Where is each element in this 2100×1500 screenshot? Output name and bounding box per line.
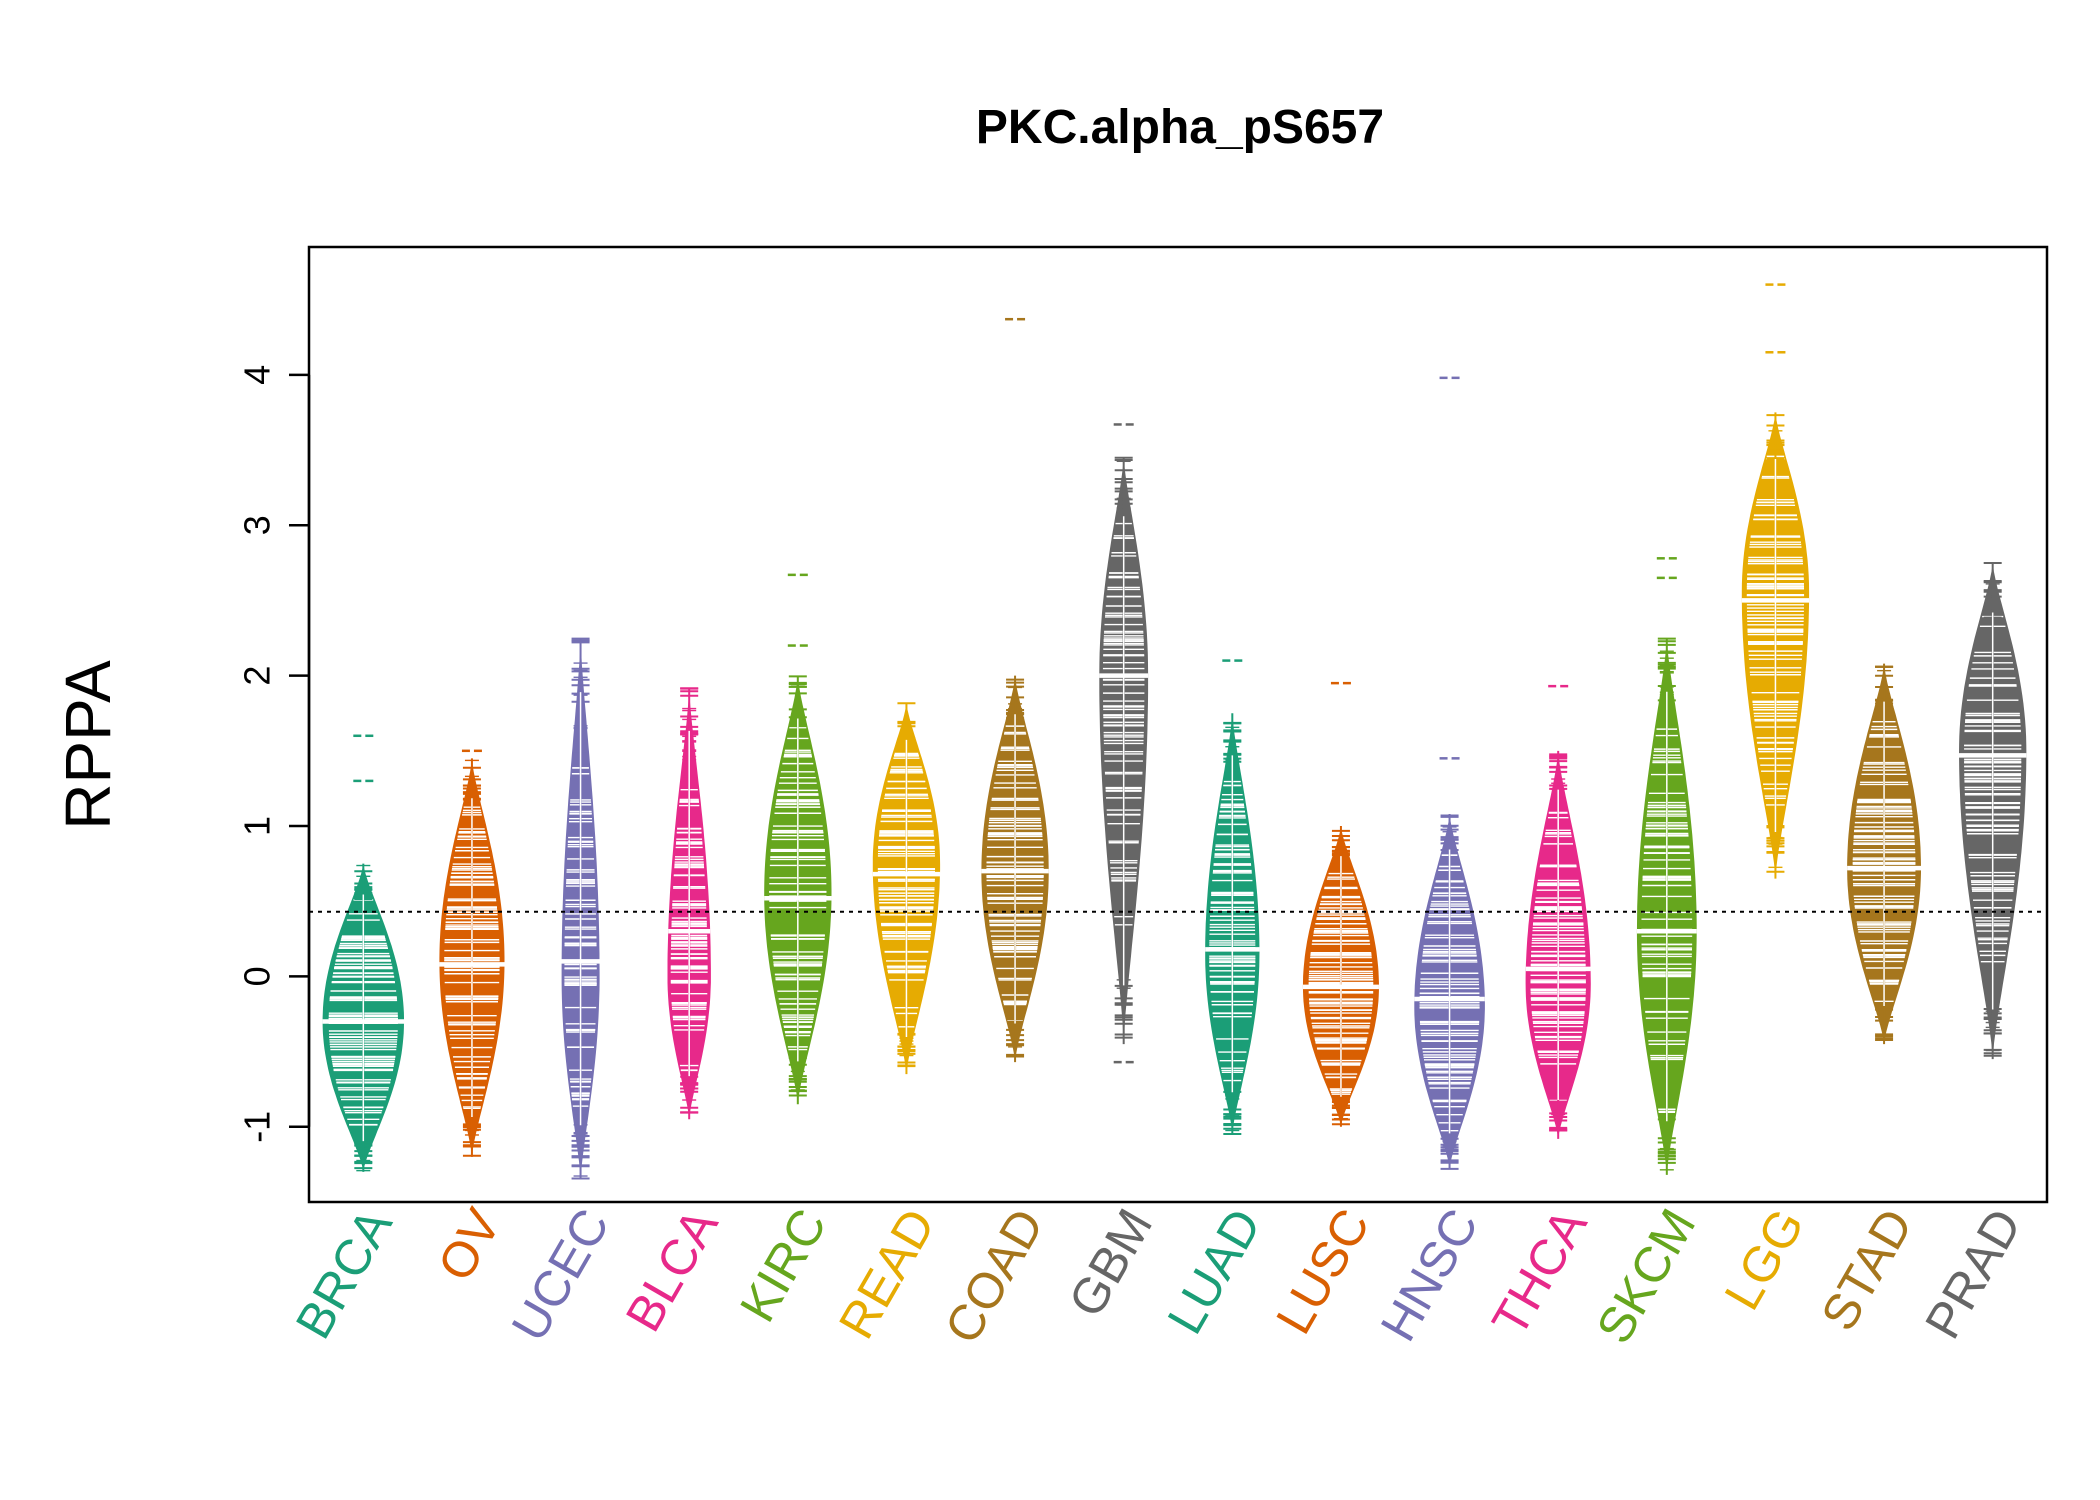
bean-coad — [981, 317, 1049, 1063]
bean-thca — [1525, 684, 1591, 1139]
x-tick-label-brca: BRCA — [285, 1199, 403, 1348]
bean-gbm — [1099, 423, 1149, 1064]
y-axis-label: RPPA — [52, 660, 124, 830]
bean-hnsc — [1414, 376, 1485, 1170]
chart-title: PKC.alpha_pS657 — [976, 101, 1384, 154]
x-tick-label-ucec: UCEC — [501, 1200, 620, 1351]
bean-stad — [1847, 663, 1921, 1045]
y-tick-label: 0 — [237, 966, 278, 986]
bean-kirc — [764, 573, 832, 1105]
x-tick-label-read: READ — [828, 1200, 946, 1348]
y-tick-label: 3 — [237, 515, 278, 535]
y-axis: -1 0 1 2 3 4 — [237, 365, 311, 1143]
y-tick-label: -1 — [237, 1111, 278, 1143]
y-tick-label: 1 — [237, 816, 278, 836]
bean-ucec — [560, 637, 601, 1180]
x-tick-label-coad: COAD — [934, 1200, 1055, 1353]
x-tick-label-kirc: KIRC — [729, 1200, 837, 1331]
y-tick-label: 4 — [237, 365, 278, 385]
x-tick-label-prad: PRAD — [1914, 1200, 2032, 1348]
bean-blca — [667, 687, 711, 1120]
bean-read — [872, 702, 941, 1075]
bean-ov — [439, 749, 505, 1157]
x-tick-label-skcm: SKCM — [1586, 1200, 1707, 1353]
x-tick-label-stad: STAD — [1810, 1200, 1923, 1340]
x-tick-label-ov: OV — [427, 1199, 512, 1290]
bean-lusc — [1302, 681, 1379, 1127]
bean-prad — [1959, 561, 2027, 1060]
x-tick-label-thca: THCA — [1481, 1199, 1598, 1345]
y-tick-label: 2 — [237, 666, 278, 686]
x-tick-label-gbm: GBM — [1058, 1200, 1163, 1327]
x-tick-label-lusc: LUSC — [1265, 1200, 1380, 1344]
bean-lgg — [1741, 283, 1810, 879]
bean-skcm — [1636, 557, 1697, 1175]
bean-luad — [1205, 659, 1260, 1135]
x-tick-label-lgg: LGG — [1714, 1200, 1815, 1319]
x-tick-label-hnsc: HNSC — [1370, 1200, 1489, 1351]
beans-layer — [322, 283, 2027, 1180]
x-tick-label-luad: LUAD — [1157, 1200, 1272, 1344]
x-tick-label-blca: BLCA — [615, 1199, 729, 1341]
bean-brca — [322, 734, 405, 1172]
